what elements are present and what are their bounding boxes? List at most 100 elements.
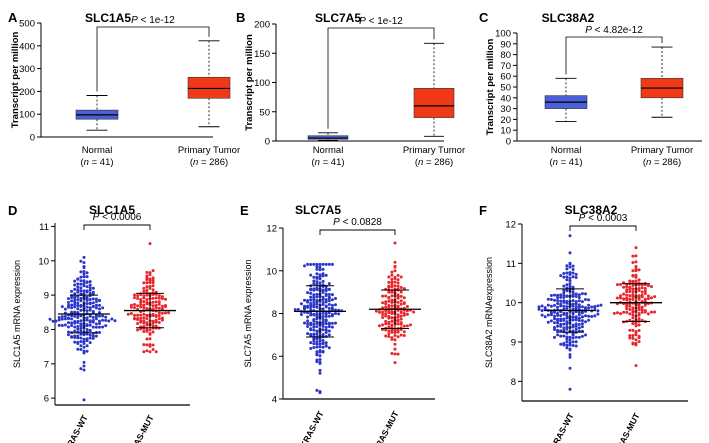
data-point [142, 289, 146, 293]
data-point [546, 297, 550, 301]
data-point [568, 335, 572, 339]
category-label: Normal [313, 145, 344, 156]
data-point [546, 320, 550, 324]
data-point [88, 286, 92, 290]
significance-bracket [327, 27, 435, 129]
p-value-label: P < 1e-12 [131, 15, 175, 26]
data-point [79, 259, 83, 263]
data-point [94, 317, 98, 321]
data-point [85, 280, 89, 284]
data-point [390, 277, 394, 281]
data-point [565, 311, 569, 315]
data-point [79, 326, 83, 330]
data-point [139, 305, 143, 309]
data-point [574, 302, 578, 306]
data-point [145, 302, 149, 306]
data-point [562, 304, 566, 308]
data-point [553, 298, 556, 302]
data-point [556, 317, 560, 321]
data-point [553, 325, 556, 329]
data-point [646, 312, 650, 316]
data-point [293, 308, 297, 312]
data-point [318, 281, 322, 285]
data-point [378, 324, 381, 328]
data-point [104, 318, 108, 322]
data-point [571, 344, 575, 348]
data-point [85, 344, 89, 348]
data-point [637, 323, 641, 327]
data-point [136, 321, 140, 325]
data-point [309, 298, 313, 302]
data-point [615, 311, 619, 315]
data-point [157, 300, 161, 304]
data-point [324, 314, 328, 318]
data-point [631, 287, 635, 291]
data-point [390, 300, 394, 304]
data-point [318, 262, 322, 266]
data-point [396, 352, 400, 356]
data-point [76, 304, 80, 308]
data-point [101, 306, 105, 310]
data-point [390, 351, 394, 355]
data-point [631, 306, 635, 310]
data-point [154, 350, 158, 354]
y-tick-label: 6 [44, 394, 49, 405]
data-point [73, 340, 77, 344]
data-point [160, 304, 164, 308]
data-point [321, 328, 325, 332]
data-point [312, 346, 316, 350]
y-tick-label: 12 [505, 220, 516, 231]
data-point [330, 293, 334, 297]
p-value-label: P < 0.0828 [333, 217, 382, 228]
y-tick-label: 300 [19, 64, 35, 75]
data-point [82, 282, 86, 286]
data-point [571, 275, 575, 279]
panel-b: B SLC7A5 0 50 100 150 200 Transcript per millio… [236, 10, 465, 168]
data-point [577, 322, 581, 326]
data-point [543, 307, 547, 311]
data-point [568, 261, 572, 265]
y-tick-label: 90 [500, 39, 511, 50]
data-point [393, 284, 397, 288]
data-point [574, 294, 578, 298]
data-point [101, 318, 105, 322]
data-point [76, 285, 80, 289]
y-tick-label: 50 [259, 107, 270, 118]
data-point [625, 310, 629, 314]
data-point [79, 308, 83, 312]
data-point [399, 317, 403, 321]
data-point [82, 279, 86, 283]
data-point [145, 317, 149, 321]
data-point [387, 334, 391, 338]
data-point [637, 329, 641, 333]
data-point [402, 324, 406, 328]
data-point [553, 310, 556, 314]
data-point [396, 284, 400, 288]
data-point [309, 306, 313, 310]
data-point [562, 295, 566, 299]
data-point [387, 309, 391, 313]
data-point [399, 333, 403, 337]
data-point [381, 310, 385, 314]
data-point [634, 364, 638, 368]
data-point [559, 334, 563, 338]
data-point [101, 325, 105, 329]
data-point [79, 336, 83, 340]
data-point [574, 307, 578, 311]
data-point [48, 317, 52, 321]
data-point [553, 314, 556, 318]
data-point [596, 309, 600, 313]
data-point [571, 294, 575, 298]
data-point [631, 289, 635, 293]
data-point [154, 300, 158, 304]
data-point [393, 264, 397, 268]
y-tick-label: 10 [500, 126, 511, 137]
data-point [312, 312, 316, 316]
data-point [303, 264, 306, 268]
y-tick-label: 30 [500, 104, 511, 115]
data-point [91, 310, 95, 314]
data-point [393, 342, 397, 346]
data-point [318, 389, 322, 393]
data-point [577, 296, 581, 300]
data-point [571, 290, 575, 294]
